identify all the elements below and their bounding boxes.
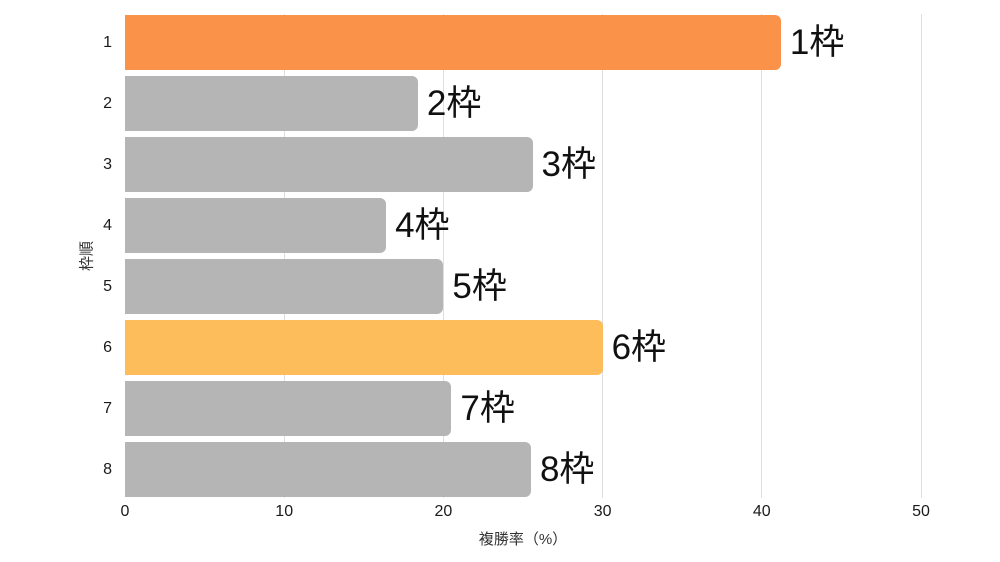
gridline-10 xyxy=(283,14,285,498)
y-tick-7: 7 xyxy=(103,400,112,417)
y-tick-1: 1 xyxy=(103,34,112,51)
gridline-40 xyxy=(761,14,763,498)
bar-2 xyxy=(125,76,418,131)
bar-6 xyxy=(125,320,603,375)
bar-1 xyxy=(125,15,781,70)
gridline-50 xyxy=(920,14,922,498)
gridline-30 xyxy=(602,14,604,498)
bar-value-label-3: 3枠 xyxy=(541,145,597,184)
gridline-20 xyxy=(442,14,444,498)
bar-value-label-5: 5枠 xyxy=(452,267,507,306)
bar-value-label-1: 1枠 xyxy=(789,23,845,62)
y-tick-8: 8 xyxy=(103,461,112,478)
x-tick-0: 0 xyxy=(120,503,130,520)
bar-3 xyxy=(125,137,533,192)
x-axis-title: 複勝率（%） xyxy=(478,531,568,548)
bar-5 xyxy=(125,259,444,314)
bar-value-label-4: 4枠 xyxy=(395,206,450,245)
bar-8 xyxy=(125,442,531,497)
y-tick-4: 4 xyxy=(103,217,112,234)
y-tick-6: 6 xyxy=(103,339,112,356)
x-tick-10: 10 xyxy=(275,503,294,520)
y-tick-5: 5 xyxy=(103,278,112,295)
x-tick-40: 40 xyxy=(752,503,771,520)
bar-4 xyxy=(125,198,387,253)
y-axis-title: 枠順 xyxy=(78,240,96,272)
bar-value-label-2: 2枠 xyxy=(426,84,482,123)
y-tick-2: 2 xyxy=(103,95,112,112)
plot-area: 1枠 2枠 3枠 4枠 5枠 6枠 7枠 8枠 xyxy=(125,12,970,500)
bar-value-label-8: 8枠 xyxy=(539,450,595,489)
x-tick-20: 20 xyxy=(434,503,453,520)
bar-value-label-6: 6枠 xyxy=(611,328,667,367)
x-tick-30: 30 xyxy=(593,503,612,520)
bar-value-label-7: 7枠 xyxy=(460,389,515,428)
y-tick-3: 3 xyxy=(103,156,112,173)
bar-7 xyxy=(125,381,452,436)
x-tick-50: 50 xyxy=(912,503,930,520)
